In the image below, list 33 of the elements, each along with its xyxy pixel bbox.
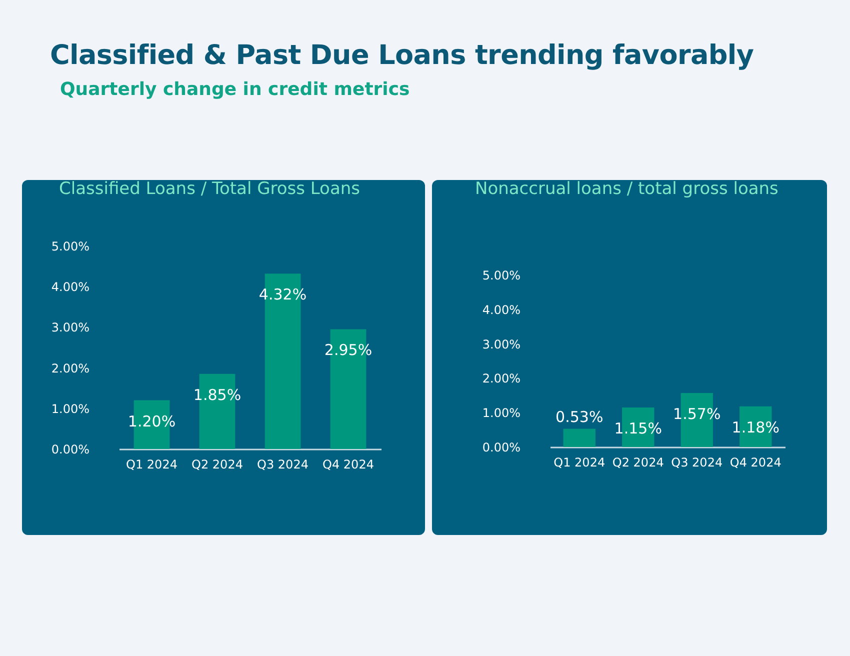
data-label: 1.57% (673, 404, 721, 423)
y-tick-label: 3.00% (51, 320, 90, 335)
x-tick-label: Q4 2024 (730, 456, 782, 470)
y-tick-label: 1.00% (482, 406, 520, 420)
x-tick-label: Q2 2024 (612, 456, 664, 470)
x-tick-label: Q4 2024 (322, 458, 374, 472)
chart-title: Nonaccrual loans / total gross loans (475, 179, 779, 199)
x-tick-label: Q3 2024 (671, 456, 723, 470)
data-label: 2.95% (324, 341, 372, 360)
data-label: 1.85% (193, 386, 242, 404)
data-label: 1.15% (614, 419, 662, 438)
y-tick-label: 1.00% (51, 402, 90, 416)
y-tick-label: 0.00% (482, 440, 520, 454)
data-label: 1.20% (128, 412, 176, 430)
x-tick-label: Q1 2024 (126, 458, 178, 472)
data-label: 4.32% (258, 286, 307, 304)
y-tick-label: 5.00% (482, 268, 520, 282)
y-tick-label: 5.00% (51, 240, 90, 254)
data-label: 1.18% (732, 418, 780, 436)
x-tick-label: Q3 2024 (257, 458, 308, 472)
y-tick-label: 0.00% (51, 442, 90, 456)
y-tick-label: 3.00% (482, 337, 520, 352)
y-tick-label: 2.00% (51, 361, 90, 376)
text: Classified & Past Due Loans trending favorably (50, 40, 754, 71)
y-tick-label: 4.00% (482, 302, 520, 317)
y-tick-label: 2.00% (482, 372, 520, 386)
text: Quarterly change in credit metrics (60, 79, 411, 100)
x-tick-label: Q1 2024 (554, 456, 606, 470)
data-label: 0.53% (556, 408, 604, 426)
x-tick-label: Q2 2024 (192, 458, 243, 472)
bar (563, 428, 596, 447)
chart-title: Classified Loans / Total Gross Loans (59, 179, 360, 199)
y-tick-label: 4.00% (51, 280, 90, 294)
